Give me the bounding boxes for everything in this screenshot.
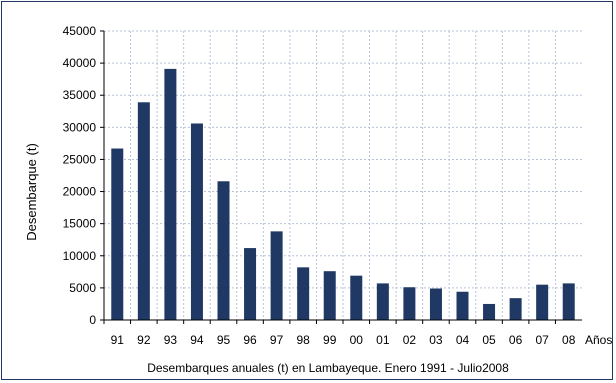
y-tick-label: 5000: [69, 281, 96, 295]
x-tick-label: 98: [296, 333, 310, 347]
y-tick-labels: 0 5000 10000 15000 20000 25000 30000 35000 40000…: [63, 24, 97, 327]
bar-03: [429, 288, 442, 320]
x-tick-label: 02: [403, 333, 417, 347]
x-tick-label: 03: [429, 333, 443, 347]
y-tick-label: 15000: [63, 217, 97, 231]
x-axis-label: Años: [585, 333, 612, 347]
x-tick-label: 05: [482, 333, 496, 347]
x-tick-label: 00: [350, 333, 364, 347]
bar-95: [217, 181, 230, 320]
x-tick-label: 04: [456, 333, 470, 347]
bar-97: [270, 231, 283, 320]
bars: [111, 68, 575, 320]
x-tick-label: 08: [562, 333, 576, 347]
chart-caption: Desembarques anuales (t) en Lambayeque. …: [147, 361, 509, 375]
bar-99: [323, 271, 336, 320]
x-tick-label: 97: [270, 333, 284, 347]
bar-01: [376, 283, 389, 320]
bar-02: [403, 287, 416, 320]
bar-00: [350, 275, 363, 320]
y-tick-label: 30000: [63, 120, 97, 134]
bar-07: [536, 284, 549, 320]
y-tick-label: 10000: [63, 249, 97, 263]
y-axis-label: Desembarque (t): [24, 143, 39, 241]
x-tick-label: 91: [111, 333, 125, 347]
bar-05: [483, 303, 496, 320]
y-tick-label: 25000: [63, 152, 97, 166]
x-tick-label: 95: [217, 333, 231, 347]
bar-98: [297, 267, 310, 320]
y-tick-label: 40000: [63, 56, 97, 70]
y-tick-label: 35000: [63, 88, 97, 102]
bar-08: [562, 283, 575, 320]
x-tick-label: 99: [323, 333, 337, 347]
x-tick-label: 93: [164, 333, 178, 347]
x-tick-labels: 91 92 93 94 95 96 97 98 99 00 01 02 03 04 05 06 07 08: [111, 333, 576, 347]
bar-92: [137, 102, 150, 320]
y-tick-label: 0: [89, 313, 96, 327]
bar-04: [456, 291, 469, 320]
x-tick-label: 01: [376, 333, 390, 347]
x-tick-label: 96: [243, 333, 257, 347]
x-tick-label: 06: [509, 333, 523, 347]
bar-96: [244, 248, 257, 320]
bar-06: [509, 298, 522, 320]
axes: [100, 30, 582, 324]
x-tick-label: 94: [190, 333, 204, 347]
x-tick-label: 92: [137, 333, 151, 347]
y-tick-label: 45000: [63, 24, 97, 38]
x-tick-label: 07: [535, 333, 549, 347]
bar-91: [111, 148, 124, 320]
y-tick-label: 20000: [63, 185, 97, 199]
grid-lines: [104, 30, 582, 320]
bar-93: [164, 68, 177, 320]
bar-94: [190, 123, 203, 320]
